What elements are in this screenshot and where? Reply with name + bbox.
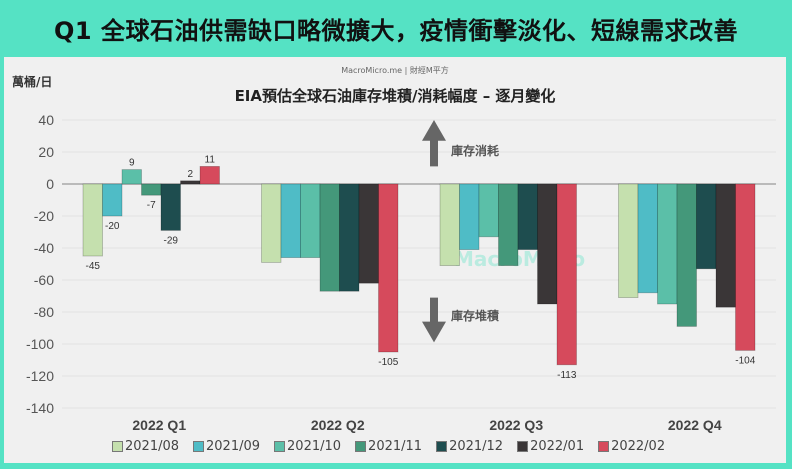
- legend-item[interactable]: 2021/11: [355, 439, 422, 454]
- data-label: -7: [147, 200, 156, 211]
- x-category-label: 2022 Q4: [668, 417, 722, 433]
- bar[interactable]: [199, 166, 220, 185]
- arrow-up-icon: [422, 120, 446, 167]
- annotation-accumulation: 庫存堆積: [451, 308, 500, 323]
- bar-chart: 40 20 0 -20 -40 -60 -80 -100 -120 -140 -45 -20 9 -7 -2…: [26, 112, 776, 433]
- y-tick-label: 0: [46, 176, 54, 192]
- bar[interactable]: [657, 183, 678, 305]
- y-tick-label: -140: [26, 400, 54, 416]
- bar[interactable]: [735, 183, 756, 351]
- annotation-consumption: 庫存消耗: [451, 143, 499, 158]
- legend-item[interactable]: 2022/02: [598, 439, 665, 454]
- legend-item[interactable]: 2021/08: [112, 439, 179, 454]
- legend-item[interactable]: 2021/09: [193, 439, 260, 454]
- bar[interactable]: [556, 183, 577, 366]
- y-axis-unit: 萬桶/日: [12, 75, 53, 89]
- legend-label: 2022/02: [611, 439, 666, 454]
- chart-title: EIA預估全球石油庫存堆積/消耗幅度 – 逐月變化: [234, 87, 556, 105]
- legend-swatch-icon: [517, 441, 529, 452]
- bar[interactable]: [82, 183, 103, 257]
- bar[interactable]: [358, 183, 379, 284]
- bar[interactable]: [537, 183, 558, 305]
- bar[interactable]: [319, 183, 340, 292]
- y-tick-label: 20: [38, 144, 54, 160]
- legend-swatch-icon: [112, 441, 123, 452]
- data-label: -105: [378, 357, 398, 368]
- y-tick-label: -40: [34, 240, 54, 256]
- y-tick-label: -60: [34, 272, 54, 288]
- arrow-down-icon: [422, 297, 446, 343]
- legend-label: 2021/11: [368, 439, 423, 454]
- bar[interactable]: [339, 183, 360, 292]
- legend-item[interactable]: 2021/12: [436, 439, 503, 454]
- bar[interactable]: [478, 183, 499, 238]
- bar[interactable]: [459, 183, 480, 250]
- x-category-label: 2022 Q2: [311, 417, 365, 433]
- legend-label: 2021/08: [125, 439, 180, 454]
- page-title: Q1 全球石油供需缺口略微擴大，疫情衝擊淡化、短線需求改善: [54, 16, 738, 45]
- bar[interactable]: [439, 183, 460, 266]
- bar[interactable]: [160, 183, 181, 231]
- bar[interactable]: [102, 183, 123, 217]
- y-tick-label: -100: [26, 336, 54, 352]
- y-tick-label: -120: [26, 368, 54, 384]
- bar[interactable]: [280, 183, 301, 258]
- legend-swatch-icon: [436, 441, 448, 452]
- bar[interactable]: [180, 180, 201, 185]
- bar[interactable]: [121, 169, 142, 185]
- legend-label: 2021/09: [206, 439, 261, 454]
- y-tick-label: -80: [34, 304, 54, 320]
- y-tick-label: -20: [34, 208, 54, 224]
- data-label: -20: [105, 221, 120, 232]
- data-label: 9: [129, 158, 135, 169]
- chart-source: MacroMicro.me | 財經M平方: [341, 66, 449, 75]
- x-category-label: 2022 Q1: [132, 417, 186, 433]
- legend-swatch-icon: [355, 441, 367, 452]
- legend-item[interactable]: 2022/01: [517, 439, 584, 454]
- bar[interactable]: [261, 183, 282, 263]
- page-header: Q1 全球石油供需缺口略微擴大，疫情衝擊淡化、短線需求改善: [0, 0, 792, 56]
- bar[interactable]: [141, 183, 162, 196]
- bar[interactable]: [676, 183, 697, 327]
- x-category-label: 2022 Q3: [489, 417, 543, 433]
- bar[interactable]: [517, 183, 538, 250]
- data-label: -104: [735, 355, 755, 366]
- data-label: 2: [187, 169, 193, 180]
- legend-label: 2021/10: [287, 439, 342, 454]
- data-label: -45: [86, 261, 101, 272]
- bar[interactable]: [715, 183, 736, 308]
- data-label: 11: [205, 154, 216, 165]
- chart-panel: 萬桶/日 MacroMicro.me | 財經M平方 EIA預估全球石油庫存堆積…: [4, 57, 786, 463]
- legend-swatch-icon: [274, 441, 286, 452]
- bar[interactable]: [618, 183, 639, 298]
- legend-item[interactable]: 2021/10: [274, 439, 341, 454]
- legend-label: 2021/12: [449, 439, 504, 454]
- y-tick-label: 40: [38, 112, 54, 128]
- legend-swatch-icon: [598, 441, 610, 452]
- bar[interactable]: [637, 183, 658, 294]
- data-label: -113: [557, 370, 577, 381]
- legend-swatch-icon: [193, 441, 205, 452]
- bar[interactable]: [498, 183, 519, 266]
- legend-label: 2022/01: [530, 439, 585, 454]
- bar[interactable]: [378, 183, 399, 353]
- data-label: -29: [164, 235, 179, 246]
- bar[interactable]: [300, 183, 321, 258]
- bar[interactable]: [696, 183, 717, 270]
- chart-legend: 2021/08 2021/09 2021/10 2021/11 2021/12 2022/…: [112, 439, 665, 454]
